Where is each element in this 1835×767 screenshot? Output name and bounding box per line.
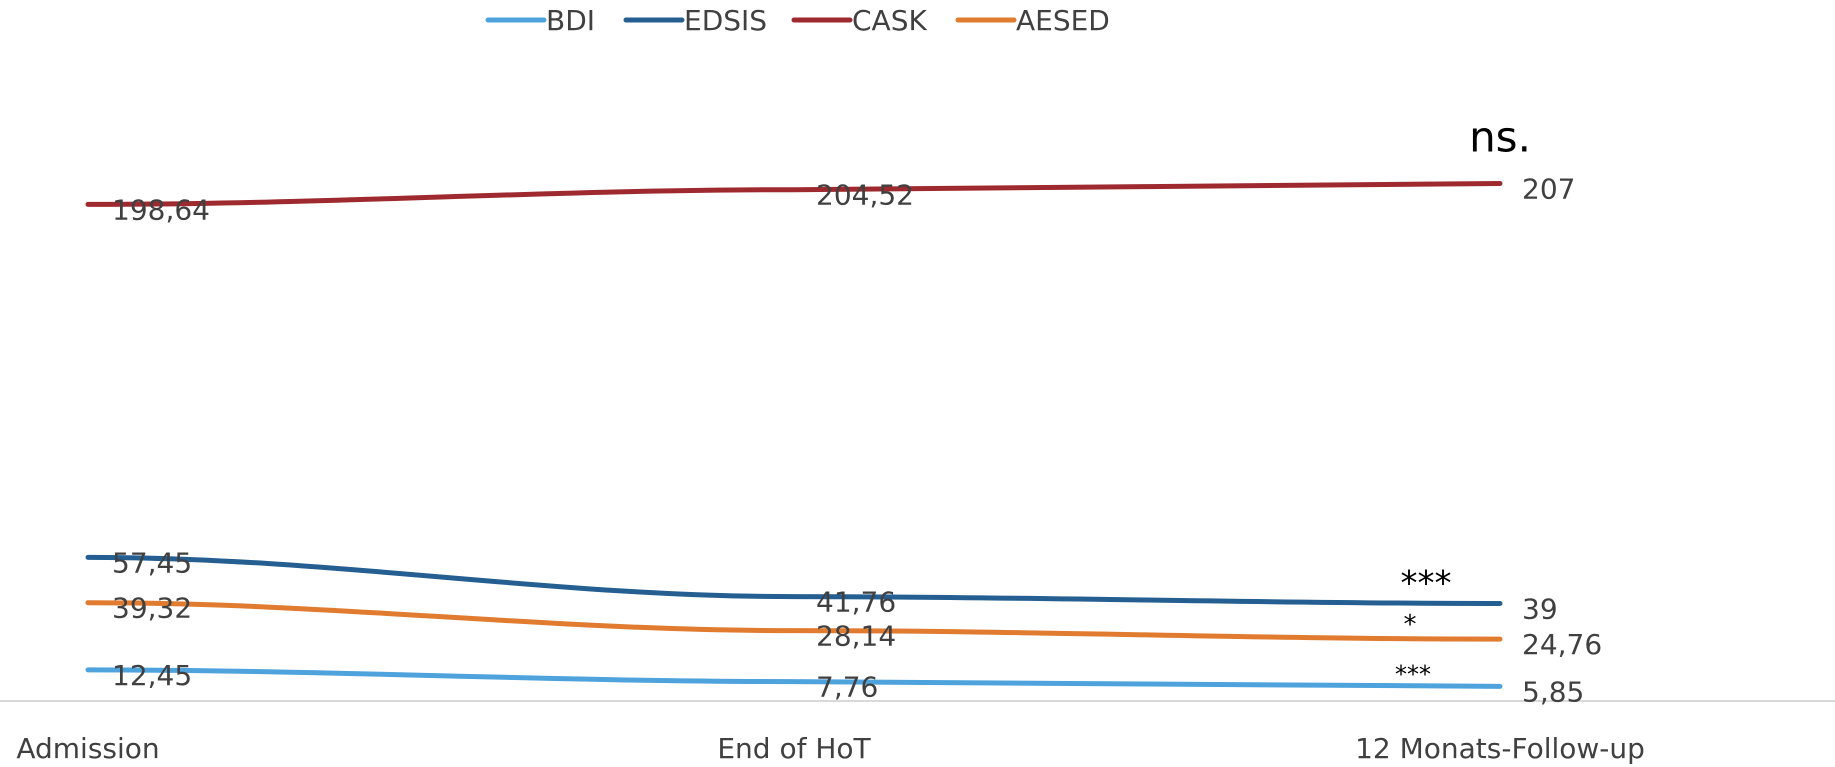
- series-layer: [85, 181, 1503, 689]
- x-axis-ticks: Admission End of HoT 12 Monats-Follow-up: [16, 732, 1645, 765]
- x-tick-label-2: 12 Monats-Follow-up: [1355, 732, 1645, 765]
- annotation-layer: ns.*******: [1395, 113, 1531, 689]
- data-label-edsis-2: 39: [1522, 593, 1558, 626]
- x-tick-label-1: End of HoT: [717, 732, 871, 765]
- data-label-edsis-1: 41,76: [816, 586, 896, 619]
- data-label-aesed-2: 24,76: [1522, 628, 1602, 661]
- data-label-aesed-1: 28,14: [816, 620, 896, 653]
- series-line-bdi: [85, 667, 1503, 689]
- legend-label-aesed: AESED: [1016, 4, 1110, 37]
- x-tick-label-0: Admission: [16, 732, 159, 765]
- series-line-aesed: [85, 600, 1503, 642]
- data-label-layer: 12,45 7,76 5,85 57,45 41,76 39 198,64 204,52 207…: [112, 173, 1602, 709]
- series-line-cask: [85, 181, 1503, 207]
- significance-label-edsis: ***: [1401, 564, 1452, 604]
- legend: BDI EDSIS CASK AESED: [485, 4, 1110, 37]
- significance-label-aesed: *: [1404, 610, 1417, 640]
- data-label-aesed-0: 39,32: [112, 592, 192, 625]
- data-label-cask-0: 198,64: [112, 193, 210, 226]
- series-line-edsis: [85, 554, 1503, 606]
- legend-label-bdi: BDI: [546, 4, 595, 37]
- legend-label-cask: CASK: [852, 4, 927, 37]
- data-label-cask-1: 204,52: [816, 179, 914, 212]
- data-label-cask-2: 207: [1522, 173, 1575, 206]
- data-label-bdi-0: 12,45: [112, 659, 192, 692]
- significance-label-bdi: ***: [1395, 660, 1431, 688]
- data-label-edsis-0: 57,45: [112, 546, 192, 579]
- significance-label-cask: ns.: [1469, 113, 1531, 162]
- legend-label-edsis: EDSIS: [684, 4, 767, 37]
- data-label-bdi-2: 5,85: [1522, 675, 1584, 708]
- data-label-bdi-1: 7,76: [816, 671, 878, 704]
